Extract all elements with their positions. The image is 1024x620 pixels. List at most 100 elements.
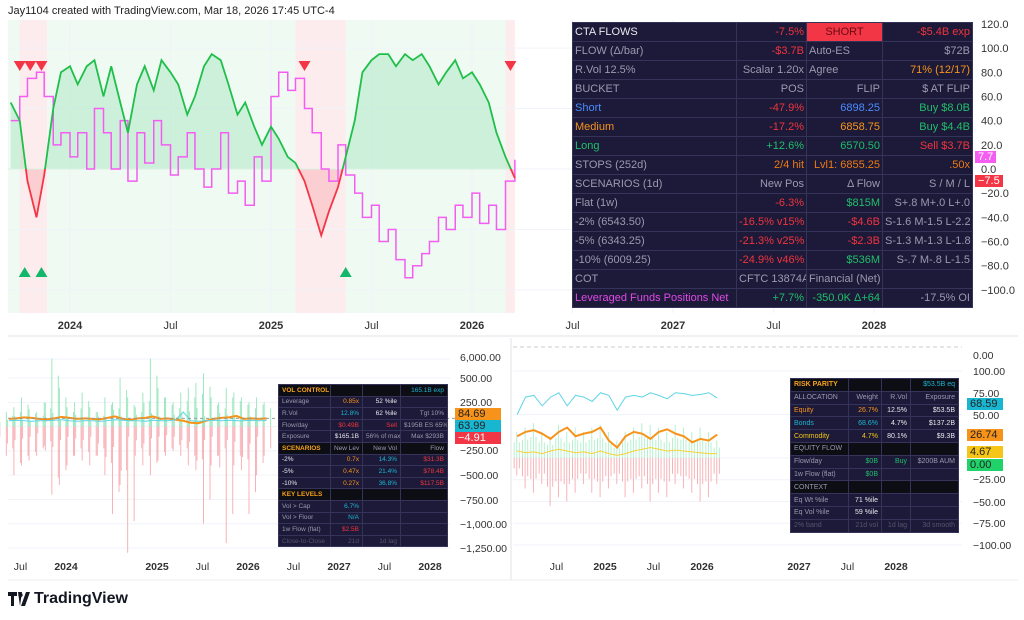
table-cell: S / M / L	[882, 174, 973, 194]
tradingview-logo[interactable]: TradingView	[8, 590, 128, 608]
row-label: -2% (6543.50)	[572, 212, 737, 232]
time-axis-label: Jul	[364, 320, 378, 332]
table-row: Commodity 4.7% 80.1% $9.3B	[790, 429, 959, 443]
table-cell: 4.7%	[881, 416, 911, 431]
table-cell: $9.3B	[910, 429, 959, 443]
table-row: CTA FLOWS -7.5% SHORT -$5.4B exp	[572, 22, 973, 42]
table-row: COT CFTC 13874A Financial (Net)	[572, 269, 973, 289]
table-cell	[330, 488, 363, 501]
table-cell: -17.2%	[736, 117, 807, 137]
table-cell: $0B	[848, 454, 882, 469]
price-axis-label: 100.00	[973, 366, 1005, 378]
table-cell: FLIP	[806, 79, 883, 99]
table-row: -10% 0.27x 36.8% $117.5B	[278, 476, 448, 490]
table-cell: 71% (12/17)	[882, 60, 973, 80]
price-axis-label: 500.00	[460, 373, 492, 385]
row-label: -2%	[278, 453, 331, 467]
table-cell: -21.3% v25%	[736, 231, 807, 251]
price-axis-label: −80.0	[981, 261, 1009, 273]
table-row: Vol > Cap 6.7%	[278, 499, 448, 513]
price-axis-label: 6,000.00	[460, 352, 501, 364]
table-cell: -47.9%	[736, 98, 807, 118]
equity-line	[516, 426, 718, 450]
table-cell	[362, 511, 401, 525]
table-cell: Agree	[806, 60, 883, 80]
sell-marker-icon	[298, 61, 311, 71]
table-row: -10% (6009.25) -24.9% v46% $536M S-.7 M-.8 …	[572, 250, 973, 270]
table-cell: 14.3%	[362, 453, 401, 467]
time-axis-label: 2027	[787, 561, 811, 573]
table-cell: 12.5%	[881, 403, 911, 418]
table-cell: -6.3%	[736, 193, 807, 213]
table-row: 1w Flow (flat) $2.5B	[278, 523, 448, 536]
price-axis-label: −500.00	[460, 470, 498, 482]
time-axis-label: 2026	[690, 561, 714, 573]
table-cell: $31.3B	[400, 453, 448, 467]
time-axis-label: 2026	[460, 320, 484, 332]
row-label: Vol > Cap	[278, 499, 331, 513]
table-cell: 21.4%	[362, 465, 401, 478]
row-label: -10% (6009.25)	[572, 250, 737, 270]
time-axis-label: Jul	[14, 561, 27, 573]
table-cell: $200B AUM	[910, 454, 959, 469]
table-cell	[400, 534, 448, 548]
buy-marker-icon	[339, 267, 352, 277]
table-cell: 71 %ile	[848, 493, 882, 507]
table-cell: 6898.25	[806, 98, 883, 118]
table-cell	[910, 467, 959, 482]
table-cell: +12.6%	[736, 136, 807, 156]
time-axis-label: Jul	[196, 561, 209, 573]
table-cell: $0.49B	[330, 418, 363, 432]
table-row: Close-to-Close 21d 1d lag	[278, 534, 448, 548]
table-row: Medium -17.2% 6858.75 Buy $4.4B	[572, 117, 973, 137]
time-axis-label: 2024	[54, 561, 78, 573]
price-axis-label: 250.00	[460, 397, 492, 409]
tradingview-logo-text: TradingView	[34, 590, 128, 607]
table-cell: 56% of max	[362, 430, 401, 443]
time-axis-label: 2025	[593, 561, 617, 573]
row-label: -10%	[278, 476, 331, 490]
table-cell	[881, 467, 911, 482]
row-label: Medium	[572, 117, 737, 137]
price-axis-label: 20.0	[981, 140, 1002, 152]
table-row: Equity 26.7% 12.5% $53.5B	[790, 403, 959, 418]
row-label: Flow/day	[790, 454, 849, 469]
table-cell: $165.1B	[330, 430, 363, 443]
row-label: Eq Wt %ile	[790, 493, 849, 507]
price-axis-label: 50.00	[973, 410, 999, 422]
price-axis-label: 75.00	[973, 388, 999, 400]
table-cell: Financial (Net)	[806, 269, 883, 289]
table-row: R.Vol 12.5% Scalar 1.20x Agree 71% (12/17)	[572, 60, 973, 80]
table-cell: 52 %ile	[362, 395, 401, 409]
table-row: Flow/day $0B Buy $200B AUM	[790, 454, 959, 469]
table-row: Flow/day $0.49B Sell $195B ES 65%	[278, 418, 448, 432]
table-cell: 6570.50	[806, 136, 883, 156]
table-row: CONTEXT	[790, 480, 959, 495]
time-axis-label: Jul	[841, 561, 854, 573]
price-axis-label: −250.00	[460, 445, 498, 457]
row-label: SCENARIOS (1d)	[572, 174, 737, 194]
table-cell: 21d	[330, 534, 363, 548]
tradingview-logo-icon	[8, 592, 30, 606]
table-row: BUCKET POS FLIP $ AT FLIP	[572, 79, 973, 99]
row-label: Flat (1w)	[572, 193, 737, 213]
table-row: Short -47.9% 6898.25 Buy $8.0B	[572, 98, 973, 118]
table-cell: 59 %ile	[848, 505, 882, 520]
price-badge-commodity: 4.67	[967, 446, 1003, 458]
table-cell: Sell $3.7B	[882, 136, 973, 156]
table-cell: -$4.6B	[806, 212, 883, 232]
time-axis-label: Jul	[550, 561, 563, 573]
price-axis-label: −20.0	[981, 188, 1009, 200]
table-cell	[400, 511, 448, 525]
table-cell: Tgt 10%	[400, 407, 448, 420]
time-axis-label: 2025	[145, 561, 169, 573]
time-axis-label: 2028	[418, 561, 442, 573]
table-cell: $195B ES 65%	[400, 418, 448, 432]
table-row: Exposure $165.1B 56% of max Max $293B	[278, 430, 448, 443]
time-axis-label: 2028	[862, 320, 886, 332]
buy-marker-icon	[35, 267, 48, 277]
table-cell: -$5.4B exp	[882, 22, 973, 42]
table-cell: $536M	[806, 250, 883, 270]
table-cell: +7.7%	[736, 288, 807, 308]
